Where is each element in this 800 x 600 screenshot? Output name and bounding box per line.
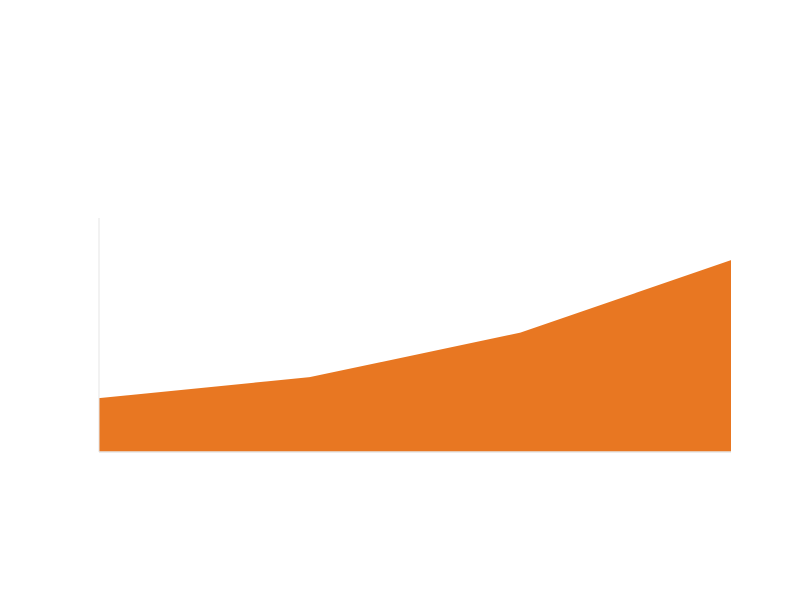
plot-area <box>99 260 731 452</box>
area-series-0 <box>99 260 731 452</box>
